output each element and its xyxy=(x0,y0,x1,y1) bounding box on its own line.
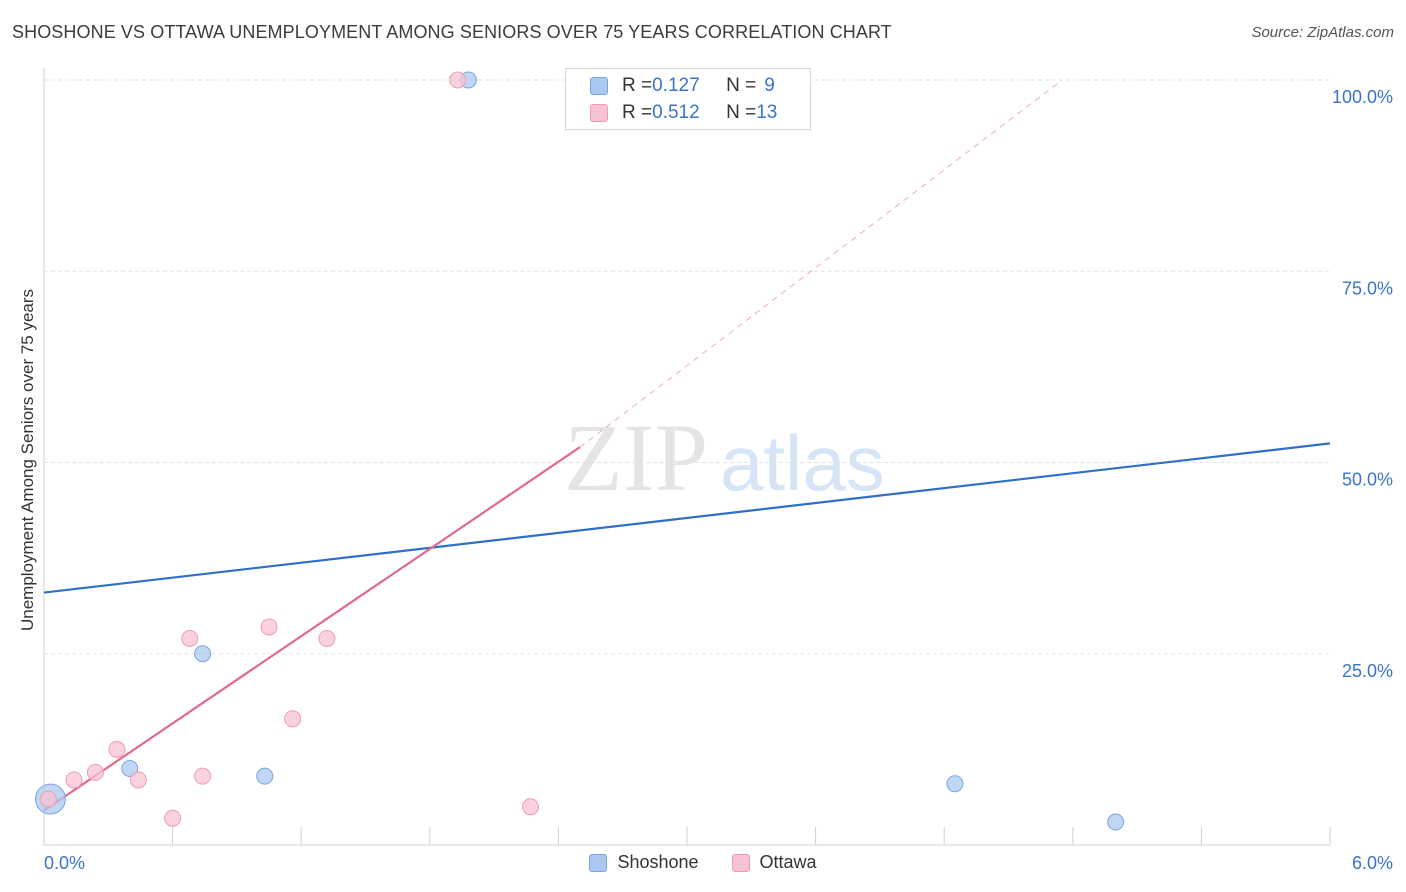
y-axis-label-container: Unemployment Among Seniors over 75 years xyxy=(16,100,40,820)
stats-r-label: R = xyxy=(622,75,653,96)
grid xyxy=(44,79,1330,655)
point-ottawa xyxy=(284,710,302,728)
y-tick-label: 100.0% xyxy=(1332,87,1393,107)
source-label: Source: ZipAtlas.com xyxy=(1251,24,1394,41)
point-ottawa xyxy=(194,767,212,785)
axes xyxy=(43,68,1331,846)
point-ottawa xyxy=(129,771,147,789)
watermark: ZIP atlas xyxy=(564,404,885,511)
stats-n-label: N = xyxy=(726,75,757,96)
point-ottawa xyxy=(86,763,104,781)
stats-legend: R = 0.127 N = 9 R = 0.512 N = 13 xyxy=(565,68,811,130)
point-shoshone xyxy=(121,760,139,777)
stats-r-value: 0.512 xyxy=(652,102,700,123)
stats-row-ottawa: R = 0.512 N = 13 xyxy=(590,100,777,126)
stats-row-shoshone: R = 0.127 N = 9 xyxy=(590,73,775,99)
y-tick-label: 50.0% xyxy=(1342,470,1393,490)
point-ottawa xyxy=(108,740,126,758)
bottom-legend: Shoshone Ottawa xyxy=(0,852,1406,877)
legend-label-ottawa: Ottawa xyxy=(759,852,817,872)
point-ottawa xyxy=(449,71,467,89)
stats-r-value: 0.127 xyxy=(652,75,700,96)
legend-item-shoshone[interactable]: Shoshone xyxy=(589,852,699,873)
point-shoshone xyxy=(946,775,964,793)
y-tick-label: 25.0% xyxy=(1342,661,1393,681)
watermark-zip: ZIP xyxy=(564,404,708,511)
trend-extension-ottawa xyxy=(579,79,1063,448)
chart-title: SHOSHONE VS OTTAWA UNEMPLOYMENT AMONG SE… xyxy=(12,22,892,42)
point-ottawa xyxy=(181,629,199,647)
point-ottawa xyxy=(65,771,83,789)
point-ottawa xyxy=(318,629,336,647)
stats-r-label: R = xyxy=(622,102,653,123)
stats-n-value: 9 xyxy=(764,75,775,96)
x-tick-label: 6.0% xyxy=(1352,853,1393,873)
stats-swatch-ottawa xyxy=(590,104,608,122)
trend-line-shoshone xyxy=(43,442,1331,594)
point-ottawa xyxy=(164,809,182,827)
legend-swatch-ottawa xyxy=(731,853,750,872)
trend-line-ottawa xyxy=(43,446,581,812)
trend-lines xyxy=(43,79,1331,812)
watermark-atlas: atlas xyxy=(720,419,885,507)
y-tick-label: 75.0% xyxy=(1342,278,1393,298)
stats-swatch-shoshone xyxy=(590,77,608,95)
x-tick-label: 0.0% xyxy=(44,853,85,873)
point-ottawa xyxy=(522,798,540,816)
point-ottawa xyxy=(39,790,57,808)
y-axis-label: Unemployment Among Seniors over 75 years xyxy=(18,288,37,632)
point-shoshone xyxy=(1107,813,1125,831)
stats-n-value: 13 xyxy=(756,102,778,123)
legend-item-ottawa[interactable]: Ottawa xyxy=(731,852,817,873)
tick-labels: 25.0% 50.0% 75.0% 100.0% 0.0% 6.0% xyxy=(44,87,1393,873)
point-ottawa xyxy=(260,618,278,636)
legend-label-shoshone: Shoshone xyxy=(617,852,699,872)
point-shoshone xyxy=(194,645,212,663)
point-shoshone xyxy=(256,767,274,785)
legend-swatch-shoshone xyxy=(589,853,608,872)
stats-n-label: N = xyxy=(726,102,757,123)
